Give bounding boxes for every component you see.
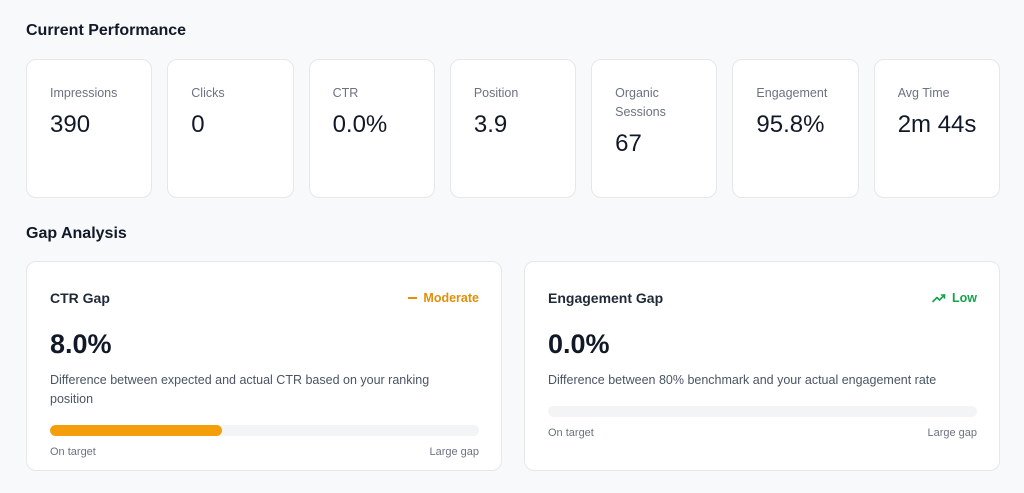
metric-label: Position (473, 86, 519, 100)
minus-icon (408, 297, 418, 299)
gap-cards-row: CTR Gap Moderate 8.0% Difference between… (26, 261, 1000, 471)
metric-card-impressions: Impressions 390 (26, 59, 153, 198)
scale-min-label: On target (548, 427, 594, 439)
severity-badge: Moderate (408, 291, 479, 305)
scale-max-label: Large gap (429, 446, 479, 458)
metric-label: Impressions (50, 86, 118, 100)
metric-card-organic-sessions: Organic Sessions 67 (591, 59, 718, 198)
gap-progress-track (548, 406, 977, 417)
gap-analysis-heading: Gap Analysis (26, 225, 127, 242)
gap-title: CTR Gap (50, 290, 110, 306)
severity-label: Moderate (423, 291, 479, 305)
metric-card-position: Position 3.9 (449, 59, 577, 198)
metric-value: 95.8% (756, 111, 825, 138)
metric-label: Clicks (191, 86, 225, 100)
metric-card-engagement: Engagement 95.8% (732, 59, 859, 198)
severity-label: Low (952, 291, 977, 305)
gap-description: Difference between expected and actual C… (50, 373, 430, 406)
metric-value: 2m 44s (897, 111, 977, 138)
metric-label: Organic Sessions (615, 86, 666, 119)
metric-value: 0.0% (332, 111, 388, 138)
gap-card-header: Engagement Gap Low (548, 288, 977, 308)
metric-card-clicks: Clicks 0 (167, 59, 294, 198)
gap-scale-labels: On target Large gap (50, 446, 479, 458)
trending-up-icon (932, 294, 946, 303)
gap-description: Difference between 80% benchmark and you… (548, 373, 937, 387)
metric-value: 67 (615, 130, 642, 157)
gap-value: 0.0% (548, 329, 610, 359)
metric-card-ctr: CTR 0.0% (308, 59, 435, 198)
gap-value: 8.0% (50, 329, 112, 359)
scale-max-label: Large gap (927, 427, 977, 439)
metric-value: 0 (191, 111, 205, 138)
engagement-gap-card: Engagement Gap Low 0.0% Difference betwe… (524, 261, 1000, 471)
scale-min-label: On target (50, 446, 96, 458)
metric-label: Engagement (756, 86, 828, 100)
metrics-row: Impressions 390 Clicks 0 CTR 0.0% Positi… (26, 59, 1000, 198)
gap-progress-track (50, 425, 479, 436)
metric-card-avg-time: Avg Time 2m 44s (873, 59, 1000, 198)
current-performance-heading: Current Performance (26, 22, 187, 39)
metric-value: 3.9 (473, 111, 508, 138)
severity-badge: Low (932, 291, 977, 305)
metric-value: 390 (50, 111, 91, 138)
gap-progress-fill (50, 425, 222, 436)
ctr-gap-card: CTR Gap Moderate 8.0% Difference between… (26, 261, 502, 471)
metric-label: CTR (332, 86, 359, 100)
metric-label: Avg Time (897, 86, 950, 100)
gap-title: Engagement Gap (548, 290, 664, 306)
gap-card-header: CTR Gap Moderate (50, 288, 479, 308)
gap-scale-labels: On target Large gap (548, 427, 977, 439)
